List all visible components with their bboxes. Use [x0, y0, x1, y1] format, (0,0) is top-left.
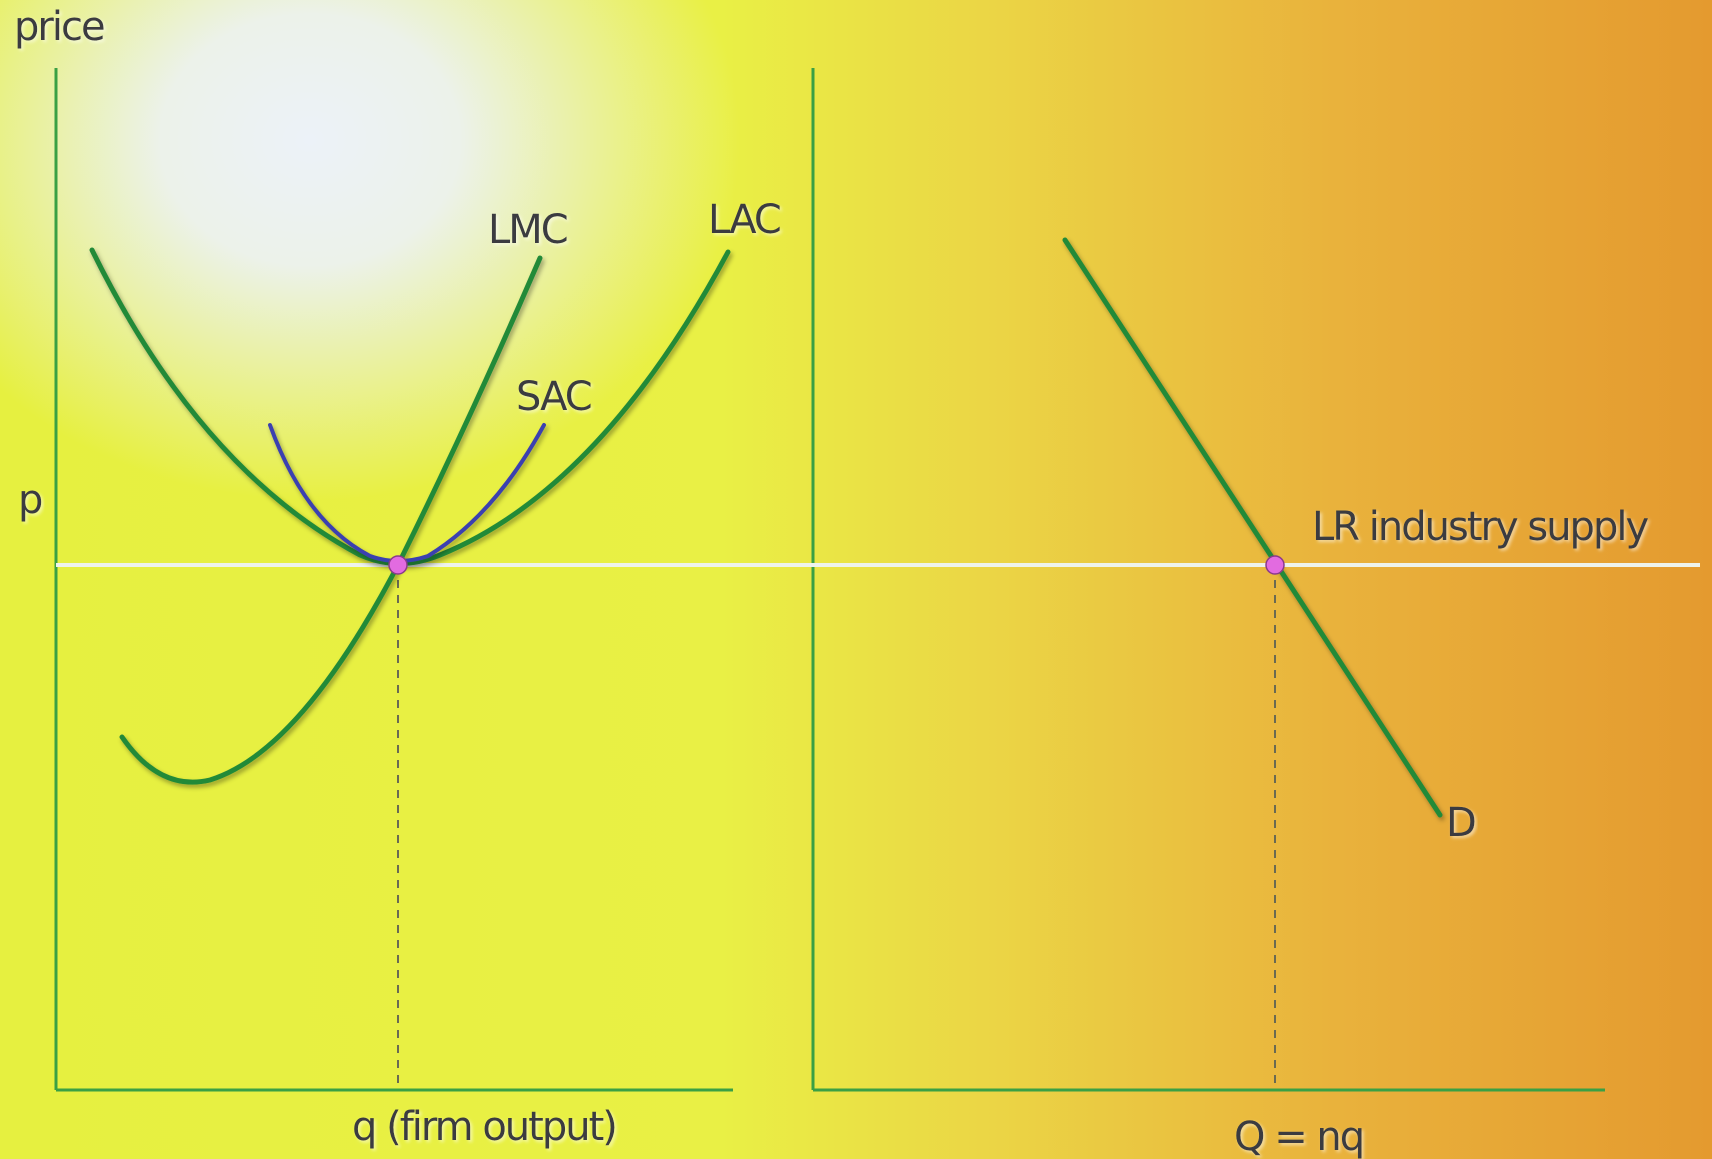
- lac-label: LAC: [708, 197, 780, 243]
- lac-curve: [89, 247, 731, 566]
- firm-equilibrium-point: [388, 555, 408, 575]
- industry-equilibrium-point: [1265, 555, 1285, 575]
- price-level-label: p: [18, 477, 42, 523]
- left-x-axis-label: q (firm output): [352, 1104, 616, 1150]
- y-axis-label: price: [14, 4, 104, 50]
- supply-label: LR industry supply: [1312, 504, 1648, 550]
- lmc-label: LMC: [488, 207, 567, 253]
- sac-curve: [268, 423, 546, 563]
- sac-label: SAC: [516, 374, 591, 420]
- demand-label: D: [1446, 800, 1475, 846]
- lmc-curve: [119, 255, 543, 785]
- right-x-axis-label: Q = nq: [1234, 1114, 1363, 1159]
- demand-curve: [1062, 237, 1443, 818]
